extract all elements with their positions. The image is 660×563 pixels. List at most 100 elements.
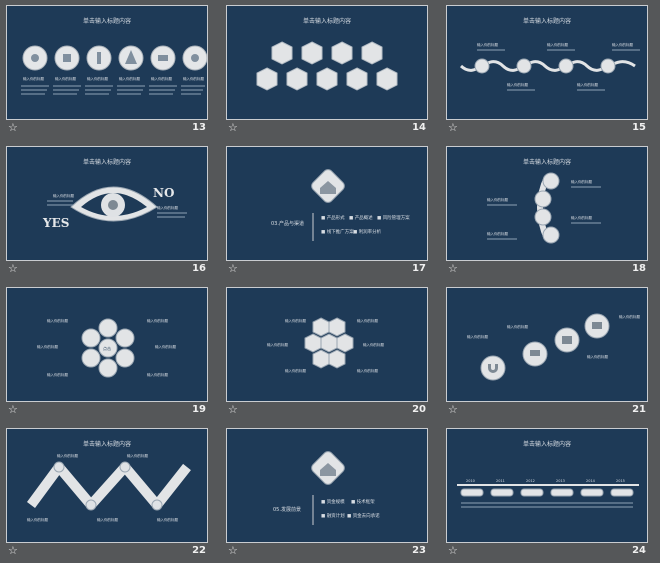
star-icon[interactable]: ☆	[228, 544, 238, 557]
svg-text:输入你的标题: 输入你的标题	[577, 82, 598, 87]
slide-title: 单击输入标题内容	[522, 159, 571, 166]
star-icon[interactable]: ☆	[8, 121, 18, 134]
svg-text:输入你的标题: 输入你的标题	[147, 318, 168, 323]
svg-text:输入你的标题: 输入你的标题	[127, 453, 148, 458]
slide-22: 单击输入标题内容 输入你的标题 输入你的标题 输入你的标题 输入你的标题 输入你的标题	[6, 428, 208, 543]
svg-text:输入你的标题: 输入你的标题	[57, 453, 78, 458]
slide-number: 16	[192, 263, 206, 274]
slide-23: 05.发展前景 ■ 资金规模 ■ 技术框架 ■ 融资计划 ■ 资金去向承诺	[226, 428, 428, 543]
svg-text:2015: 2015	[616, 479, 625, 483]
center-label: 点击	[103, 345, 111, 351]
star-icon[interactable]: ☆	[8, 403, 18, 416]
svg-text:2014: 2014	[586, 479, 596, 483]
svg-text:■ 利润率分析: ■ 利润率分析	[353, 228, 382, 235]
svg-text:■ 产品形式: ■ 产品形式	[321, 214, 345, 221]
svg-text:■ 风险管理方案: ■ 风险管理方案	[377, 214, 410, 221]
slide-number: 13	[192, 122, 206, 133]
slide-24-timeline: 2010 2011 2012 2013 2014 2015	[457, 479, 639, 508]
slide-thumb-18[interactable]: 单击输入标题内容 输入你的标题 输入你的标题 输入你的标题 输入你的标题 ☆ 18	[444, 143, 650, 277]
slide-thumb-21[interactable]: 输入你的标题 输入你的标题 输入你的标题 输入你的标题 ☆ 21	[444, 284, 650, 418]
svg-text:输入你的标题: 输入你的标题	[157, 205, 178, 210]
caption: 输入你的标题	[23, 76, 44, 81]
slide-title: 单击输入标题内容	[522, 441, 571, 448]
slide-title: 单击输入标题内容	[302, 18, 351, 25]
svg-text:输入你的标题: 输入你的标题	[477, 42, 498, 47]
svg-text:■ 资金规模: ■ 资金规模	[321, 498, 345, 505]
star-icon[interactable]: ☆	[228, 121, 238, 134]
svg-text:输入你的标题: 输入你的标题	[487, 231, 508, 236]
svg-text:2012: 2012	[526, 479, 535, 483]
svg-text:输入你的标题: 输入你的标题	[55, 76, 76, 81]
svg-text:■ 融资计划: ■ 融资计划	[321, 512, 345, 519]
slide-thumb-16[interactable]: 单击输入标题内容 NO YES 输入你的标题 输入你的标题 ☆ 16	[4, 143, 210, 277]
slide-thumb-19[interactable]: 点击 输入你的标题 输入你的标题 输入你的标题 输入你的标题 输入你的标题 输入你的标…	[4, 284, 210, 418]
slide-thumb-24[interactable]: 单击输入标题内容 2010 2011 2012 2013 2014 2015 ☆ 24	[444, 425, 650, 559]
svg-text:输入你的标题: 输入你的标题	[571, 179, 592, 184]
star-icon[interactable]: ☆	[8, 544, 18, 557]
house-icon	[320, 181, 336, 194]
svg-text:输入你的标题: 输入你的标题	[97, 517, 118, 522]
slide-thumb-20[interactable]: 输入你的标题 输入你的标题 输入你的标题 输入你的标题 输入你的标题 输入你的标题 ☆…	[224, 284, 430, 418]
svg-text:输入你的标题: 输入你的标题	[53, 193, 74, 198]
svg-text:输入你的标题: 输入你的标题	[357, 368, 378, 373]
slide-22-graphic: 输入你的标题 输入你的标题 输入你的标题 输入你的标题 输入你的标题	[26, 453, 191, 522]
star-icon[interactable]: ☆	[448, 262, 458, 275]
slide-thumb-22[interactable]: 单击输入标题内容 输入你的标题 输入你的标题 输入你的标题 输入你的标题 输入你的标题…	[4, 425, 210, 559]
slide-number: 23	[412, 545, 426, 556]
star-icon[interactable]: ☆	[8, 262, 18, 275]
slide-19-graphic: 点击 输入你的标题 输入你的标题 输入你的标题 输入你的标题 输入你的标题 输入你的标…	[37, 318, 176, 378]
slide-title: 单击输入标题内容	[82, 441, 131, 448]
svg-text:输入你的标题: 输入你的标题	[47, 318, 68, 323]
slide-18: 单击输入标题内容 输入你的标题 输入你的标题 输入你的标题 输入你的标题	[446, 146, 648, 261]
svg-text:2013: 2013	[556, 479, 565, 483]
svg-text:输入你的标题: 输入你的标题	[467, 334, 488, 339]
svg-text:输入你的标题: 输入你的标题	[285, 368, 306, 373]
slide-thumb-23[interactable]: 05.发展前景 ■ 资金规模 ■ 技术框架 ■ 融资计划 ■ 资金去向承诺 ☆ …	[224, 425, 430, 559]
svg-text:输入你的标题: 输入你的标题	[151, 76, 172, 81]
slide-13: 单击输入标题内容 输入你的标题 输入你的标题 输入你的标题 输入你的标题 输入你…	[6, 5, 208, 120]
house-icon	[320, 463, 336, 476]
svg-text:■ 产品概述: ■ 产品概述	[349, 214, 373, 221]
no-label: NO	[153, 186, 174, 200]
slide-thumb-14[interactable]: 单击输入标题内容 ☆ 14	[224, 2, 430, 136]
svg-text:输入你的标题: 输入你的标题	[357, 318, 378, 323]
svg-text:输入你的标题: 输入你的标题	[147, 372, 168, 377]
svg-text:输入你的标题: 输入你的标题	[183, 76, 204, 81]
section-heading: 05.发展前景	[273, 506, 301, 513]
star-icon[interactable]: ☆	[228, 262, 238, 275]
star-icon[interactable]: ☆	[448, 403, 458, 416]
slide-14: 单击输入标题内容	[226, 5, 428, 120]
svg-text:■ 线下推广方案: ■ 线下推广方案	[321, 228, 354, 235]
svg-text:输入你的标题: 输入你的标题	[47, 372, 68, 377]
svg-text:输入你的标题: 输入你的标题	[612, 42, 633, 47]
star-icon[interactable]: ☆	[228, 403, 238, 416]
slide-number: 14	[412, 122, 426, 133]
slide-number: 18	[632, 263, 646, 274]
svg-text:输入你的标题: 输入你的标题	[487, 197, 508, 202]
slide-thumb-13[interactable]: 单击输入标题内容 输入你的标题 输入你的标题 输入你的标题 输入你的标题 输入你…	[4, 2, 210, 136]
slide-number: 21	[632, 404, 646, 415]
svg-text:输入你的标题: 输入你的标题	[87, 76, 108, 81]
slide-thumb-17[interactable]: 03.产品与渠道 ■ 产品形式 ■ 产品概述 ■ 风险管理方案 ■ 线下推广方案…	[224, 143, 430, 277]
svg-text:输入你的标题: 输入你的标题	[363, 342, 384, 347]
svg-text:输入你的标题: 输入你的标题	[619, 314, 640, 319]
slide-number: 22	[192, 545, 206, 556]
svg-text:■ 技术框架: ■ 技术框架	[351, 498, 375, 505]
slide-20-graphic: 输入你的标题 输入你的标题 输入你的标题 输入你的标题 输入你的标题 输入你的标题	[267, 317, 384, 373]
svg-text:输入你的标题: 输入你的标题	[507, 82, 528, 87]
svg-text:输入你的标题: 输入你的标题	[285, 318, 306, 323]
slide-17: 03.产品与渠道 ■ 产品形式 ■ 产品概述 ■ 风险管理方案 ■ 线下推广方案…	[226, 146, 428, 261]
star-icon[interactable]: ☆	[448, 544, 458, 557]
slide-number: 19	[192, 404, 206, 415]
star-icon[interactable]: ☆	[448, 121, 458, 134]
slide-17-graphic: 03.产品与渠道 ■ 产品形式 ■ 产品概述 ■ 风险管理方案 ■ 线下推广方案…	[271, 169, 410, 241]
svg-text:输入你的标题: 输入你的标题	[571, 215, 592, 220]
slide-number: 20	[412, 404, 426, 415]
svg-text:输入你的标题: 输入你的标题	[119, 76, 140, 81]
svg-text:■ 资金去向承诺: ■ 资金去向承诺	[347, 512, 380, 519]
slide-14-hexagons	[256, 41, 398, 91]
slide-thumb-15[interactable]: 单击输入标题内容 输入你的标题 输入你的标题 输入你的标题 输入你的标题 输入你的标题…	[444, 2, 650, 136]
